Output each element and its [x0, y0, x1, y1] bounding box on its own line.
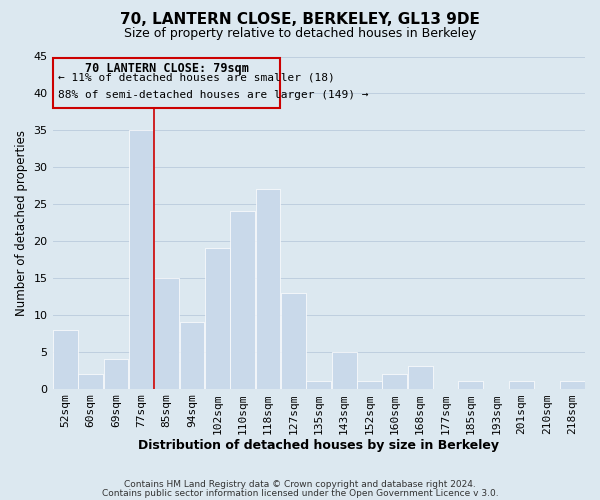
Bar — [78, 374, 103, 388]
Text: 88% of semi-detached houses are larger (149) →: 88% of semi-detached houses are larger (… — [58, 90, 368, 100]
Text: ← 11% of detached houses are smaller (18): ← 11% of detached houses are smaller (18… — [58, 72, 335, 82]
Bar — [458, 381, 484, 388]
Text: 70 LANTERN CLOSE: 79sqm: 70 LANTERN CLOSE: 79sqm — [85, 62, 248, 74]
Bar — [256, 190, 280, 388]
Text: Contains public sector information licensed under the Open Government Licence v : Contains public sector information licen… — [101, 490, 499, 498]
Bar — [560, 381, 585, 388]
Bar — [332, 352, 356, 389]
Text: Size of property relative to detached houses in Berkeley: Size of property relative to detached ho… — [124, 28, 476, 40]
Bar — [179, 322, 205, 388]
Bar — [382, 374, 407, 388]
Bar — [408, 366, 433, 388]
Bar — [205, 248, 230, 388]
Bar — [129, 130, 154, 388]
Bar — [230, 212, 255, 388]
Text: 70, LANTERN CLOSE, BERKELEY, GL13 9DE: 70, LANTERN CLOSE, BERKELEY, GL13 9DE — [120, 12, 480, 28]
Bar — [154, 278, 179, 388]
Bar — [104, 359, 128, 388]
Bar — [357, 381, 382, 388]
Bar — [281, 292, 306, 388]
Bar — [509, 381, 534, 388]
X-axis label: Distribution of detached houses by size in Berkeley: Distribution of detached houses by size … — [138, 440, 499, 452]
Bar — [53, 58, 280, 108]
Y-axis label: Number of detached properties: Number of detached properties — [15, 130, 28, 316]
Bar — [307, 381, 331, 388]
Text: Contains HM Land Registry data © Crown copyright and database right 2024.: Contains HM Land Registry data © Crown c… — [124, 480, 476, 489]
Bar — [53, 330, 77, 388]
